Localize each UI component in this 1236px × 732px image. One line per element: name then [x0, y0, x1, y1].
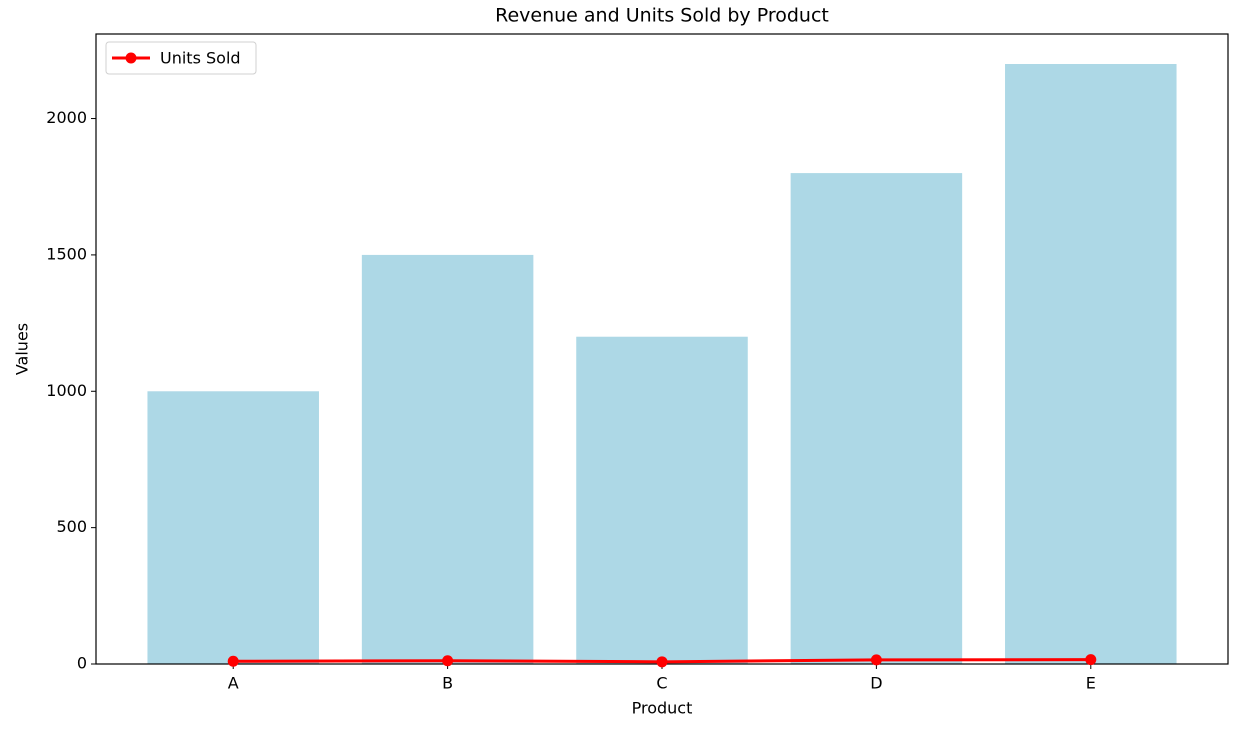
- x-tick-label: E: [1086, 674, 1096, 693]
- y-tick-label: 2000: [46, 108, 87, 127]
- bar: [361, 254, 534, 664]
- x-axis-label: Product: [632, 699, 693, 718]
- x-tick-label: B: [442, 674, 453, 693]
- y-tick-label: 1500: [46, 244, 87, 263]
- legend-box: [105, 41, 257, 75]
- y-tick-label: 1000: [46, 381, 87, 400]
- line-point: [227, 655, 239, 667]
- line-point: [1085, 654, 1097, 666]
- chart-title: Revenue and Units Sold by Product: [495, 5, 829, 27]
- legend-marker: [125, 52, 137, 64]
- line-point: [442, 655, 454, 667]
- y-tick-label: 0: [77, 654, 87, 673]
- line-point: [656, 656, 668, 668]
- line-point: [870, 654, 882, 666]
- bar: [147, 391, 319, 664]
- y-axis-label: Values: [13, 323, 32, 375]
- x-tick-label: C: [656, 674, 667, 693]
- y-tick-label: 500: [56, 517, 87, 536]
- x-tick-label: D: [870, 674, 882, 693]
- bar: [576, 336, 748, 664]
- legend-label: Units Sold: [160, 49, 241, 68]
- bar: [790, 173, 963, 664]
- x-tick-label: A: [228, 674, 239, 693]
- bar: [1005, 64, 1177, 664]
